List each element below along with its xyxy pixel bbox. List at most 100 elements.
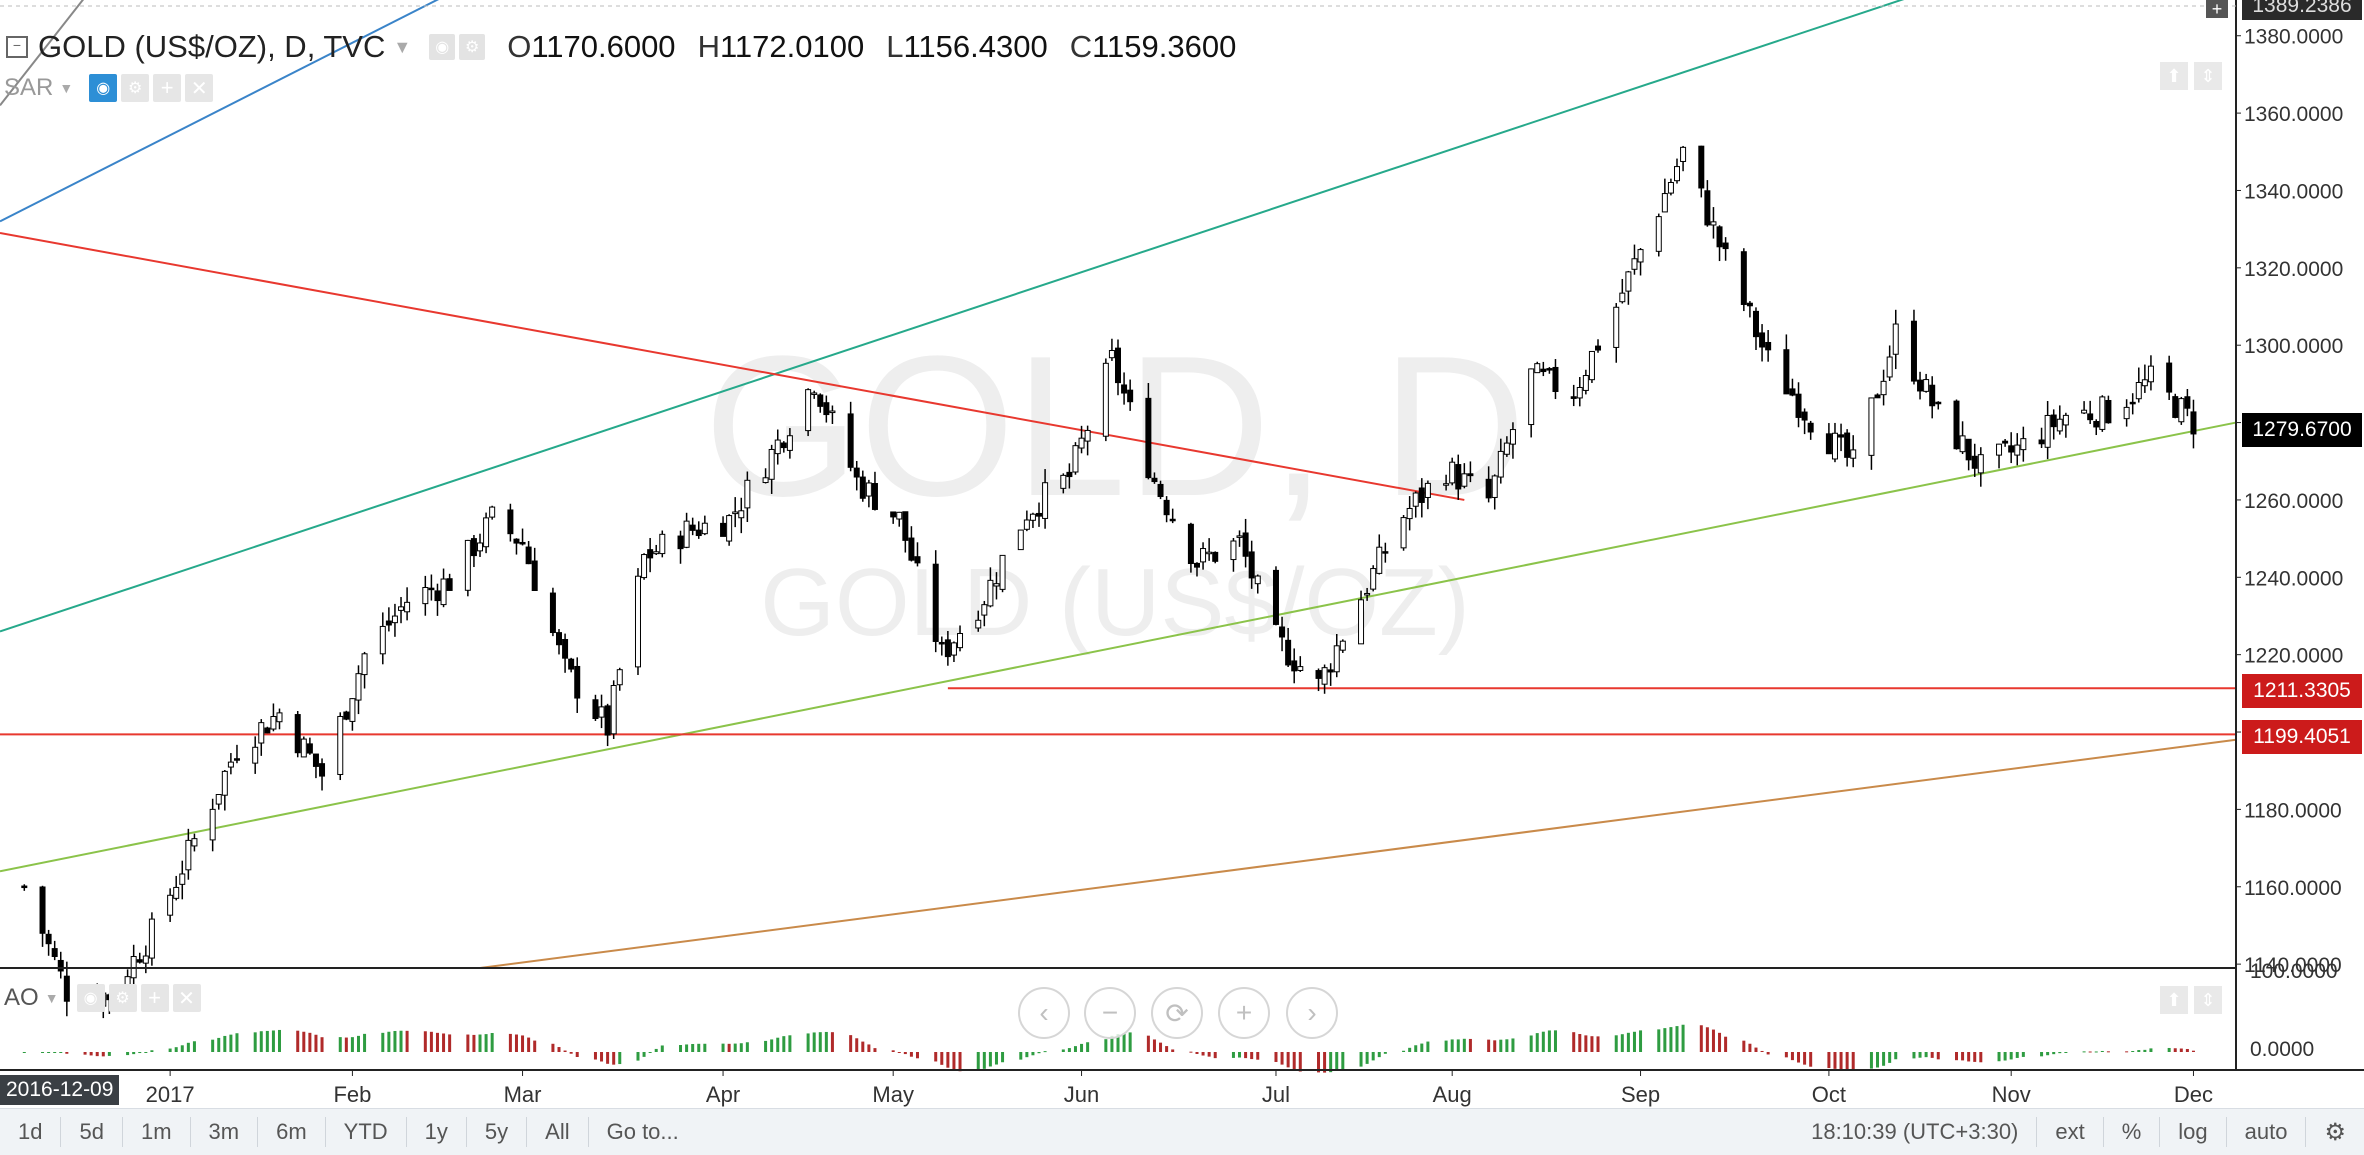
teal-trendline[interactable]: [0, 0, 2236, 633]
arrow-up-icon[interactable]: ⬆: [2160, 986, 2188, 1014]
chevron-down-icon[interactable]: ▼: [393, 36, 412, 57]
zoom-in-button[interactable]: +: [1218, 987, 1270, 1039]
candle: [519, 528, 526, 546]
reset-button[interactable]: ⟳: [1151, 987, 1203, 1039]
candle: [398, 597, 405, 624]
red-trendline[interactable]: [0, 232, 1465, 501]
candle: [1910, 309, 1917, 385]
candle: [914, 542, 921, 567]
sar-label[interactable]: SAR: [4, 74, 54, 101]
candle: [294, 710, 301, 758]
candle: [1716, 225, 1723, 262]
clock-timezone[interactable]: 18:10:39 (UTC+3:30): [1793, 1117, 2038, 1147]
price-axis[interactable]: 1140.00001160.00001180.00001200.00001220…: [2236, 0, 2364, 1070]
ao-bar: [1547, 1030, 1551, 1052]
eye-icon[interactable]: ◉: [429, 34, 456, 60]
log-toggle[interactable]: log: [2160, 1117, 2227, 1147]
ao-bar: [782, 1036, 786, 1052]
maximize-icon[interactable]: ⇕: [2194, 986, 2222, 1014]
ao-bar: [2191, 1050, 2195, 1052]
candle: [1297, 656, 1304, 672]
plus-icon[interactable]: +: [140, 984, 169, 1012]
eye-icon[interactable]: ◉: [89, 74, 118, 102]
timeframe-1m[interactable]: 1m: [123, 1117, 191, 1147]
price-chart[interactable]: GOLD, D GOLD (US$/OZ) 1140.00001160.0000…: [0, 0, 2364, 1108]
settings-gear-icon[interactable]: ⚙: [2324, 1118, 2346, 1146]
arrow-up-icon[interactable]: ⬆: [2160, 62, 2188, 90]
timeframe-1y[interactable]: 1y: [407, 1117, 467, 1147]
timeframe-all[interactable]: All: [527, 1117, 589, 1147]
ao-bar: [1669, 1027, 1673, 1052]
ao-bar: [2106, 1051, 2110, 1053]
ao-bar: [1001, 1052, 1005, 1063]
timeframe-3m[interactable]: 3m: [191, 1117, 259, 1147]
ao-label[interactable]: AO: [4, 984, 39, 1011]
percent-toggle[interactable]: %: [2104, 1117, 2161, 1147]
goto-button[interactable]: Go to...: [606, 1119, 679, 1144]
ao-bar: [1657, 1029, 1661, 1052]
ao-bar: [320, 1037, 324, 1052]
candle: [1977, 447, 1984, 487]
candle: [908, 526, 915, 562]
ao-bar: [697, 1043, 701, 1052]
gear-icon[interactable]: ⚙: [108, 984, 137, 1012]
ao-bar: [2167, 1047, 2171, 1052]
candle: [464, 539, 471, 597]
timeframe-5d[interactable]: 5d: [61, 1117, 123, 1147]
chevron-down-icon[interactable]: ▼: [44, 990, 59, 1006]
candle: [440, 568, 447, 608]
x-tick-label: May: [872, 1082, 914, 1107]
candle: [634, 568, 641, 676]
ao-bar: [1827, 1052, 1831, 1069]
bottom-toolbar: 1d 5d 1m 3m 6m YTD 1y 5y All Go to... 18…: [0, 1108, 2364, 1155]
timeframe-6m[interactable]: 6m: [258, 1117, 326, 1147]
auto-toggle[interactable]: auto: [2227, 1117, 2307, 1147]
plus-icon[interactable]: +: [2206, 0, 2228, 19]
candlestick-series: [21, 145, 2197, 1019]
candle: [57, 951, 64, 979]
gear-icon[interactable]: ⚙: [459, 34, 486, 60]
gear-icon[interactable]: ⚙: [121, 74, 150, 102]
zoom-out-button[interactable]: −: [1084, 987, 1136, 1039]
ext-toggle[interactable]: ext: [2037, 1117, 2104, 1147]
close-icon[interactable]: ✕: [185, 74, 214, 102]
eye-icon[interactable]: ◉: [76, 984, 105, 1012]
candle: [306, 737, 313, 755]
candle: [2184, 388, 2191, 417]
candle: [1254, 574, 1261, 594]
ao-bar: [1274, 1052, 1278, 1062]
candle: [1680, 145, 1687, 172]
scroll-right-button[interactable]: ›: [1286, 987, 1338, 1039]
candle: [1631, 244, 1638, 275]
ao-bar: [1195, 1052, 1199, 1054]
timeframe-ytd[interactable]: YTD: [326, 1117, 407, 1147]
timeframe-5y[interactable]: 5y: [467, 1117, 528, 1147]
x-tick-label: Aug: [1433, 1082, 1472, 1107]
candle: [2020, 426, 2027, 462]
symbol-title[interactable]: GOLD (US$/OZ), D, TVC: [38, 29, 386, 64]
maximize-icon[interactable]: ⇕: [2194, 62, 2222, 90]
candle: [1576, 377, 1583, 407]
timeframe-1d[interactable]: 1d: [0, 1117, 62, 1147]
time-axis[interactable]: 2017 Feb Mar Apr May Jun Jul Aug Sep Oct Nov Dec: [146, 1070, 2213, 1107]
candle: [1400, 514, 1407, 551]
candle: [2008, 432, 2015, 464]
close-icon[interactable]: ✕: [172, 984, 201, 1012]
candle: [683, 512, 690, 549]
candle: [1752, 307, 1759, 351]
candle: [1619, 278, 1626, 304]
drawing-trendlines[interactable]: [0, 0, 2237, 969]
scroll-left-button[interactable]: ‹: [1018, 987, 1070, 1039]
plus-icon[interactable]: +: [153, 74, 182, 102]
candle: [2135, 367, 2142, 403]
candle: [1212, 551, 1219, 564]
green-trendline[interactable]: [0, 421, 2237, 873]
gray-trendline[interactable]: [0, 0, 91, 106]
chevron-down-icon[interactable]: ▼: [59, 80, 74, 96]
candle: [1200, 542, 1207, 570]
collapse-icon[interactable]: −: [6, 36, 28, 58]
blue-trendline[interactable]: [0, 0, 2236, 223]
ao-bar: [1414, 1045, 1418, 1052]
candle: [1868, 397, 1875, 470]
orange-trendline[interactable]: [479, 738, 2237, 969]
